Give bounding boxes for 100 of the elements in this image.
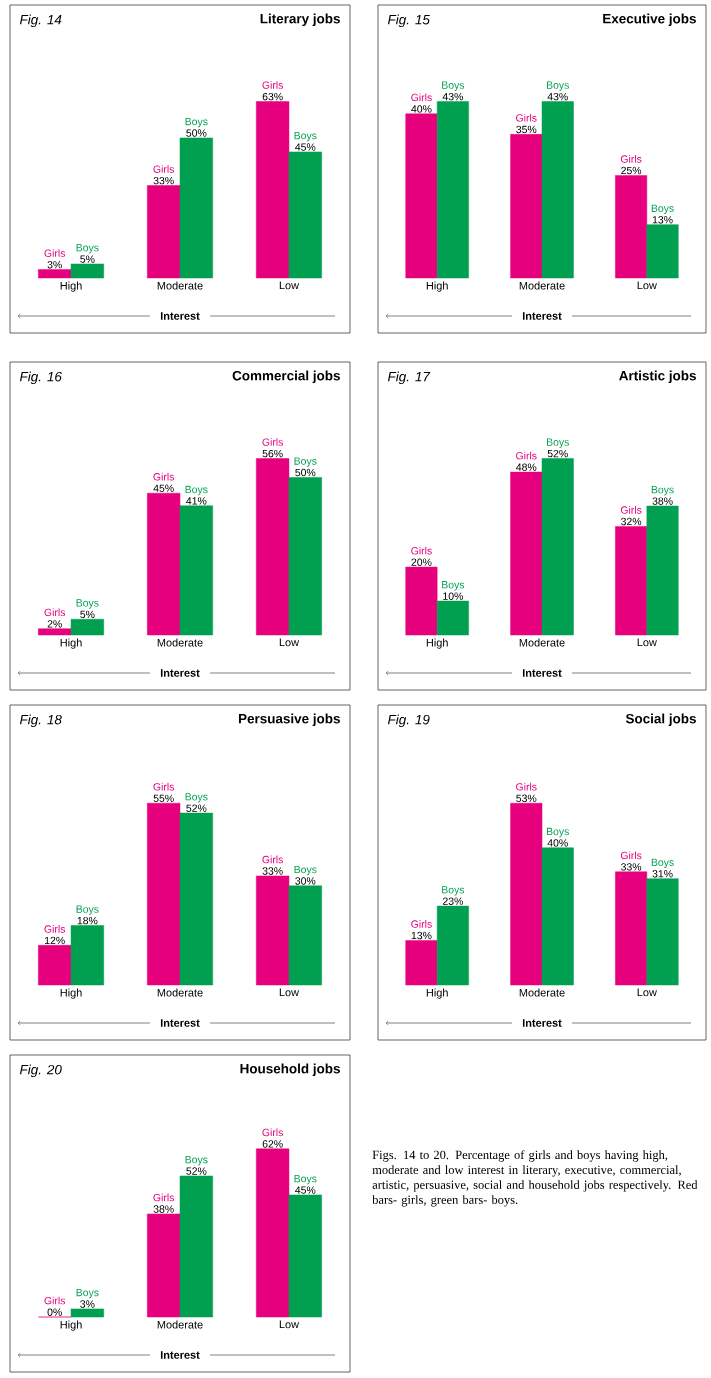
data-label: 48% xyxy=(516,463,537,471)
data-label: 38% xyxy=(153,1205,174,1213)
data-label: 43% xyxy=(442,92,463,101)
text: Boys xyxy=(294,1175,317,1185)
bar xyxy=(288,151,322,279)
x-tick-label: Moderate xyxy=(519,988,565,997)
text: Boys xyxy=(185,117,208,128)
data-label: 50% xyxy=(295,468,316,477)
bar xyxy=(38,628,72,636)
data-label: 20% xyxy=(411,558,432,566)
caption: Fig. 20 xyxy=(19,1064,62,1078)
text: Girls xyxy=(411,546,432,555)
x-axis-title: Interest xyxy=(160,1019,200,1027)
data-label: 18% xyxy=(77,916,98,925)
data-label: 55% xyxy=(153,794,174,802)
data-label: 43% xyxy=(547,92,568,101)
data-label: 13% xyxy=(411,931,432,940)
data-label: 0% xyxy=(47,1308,62,1316)
x-tick-label: High xyxy=(426,638,448,649)
series-label: Boys xyxy=(651,204,674,215)
text: Girls xyxy=(516,114,537,122)
caption: Fig. 18 xyxy=(19,714,62,728)
data-label: 38% xyxy=(652,497,673,505)
series-label: Boys xyxy=(442,581,465,591)
text: Figs. 14 to 20. Percentage of girls and boys having high, moderate and low interest in literary, executive, commercial, artistic, persuasive, social and household jobs respectively. Red bars- girls, green bars- boys. xyxy=(372,1150,698,1207)
chart-title: Artistic jobs xyxy=(619,370,696,384)
text: Girls xyxy=(153,782,175,791)
chart-title: Household jobs xyxy=(240,1063,340,1077)
data-label: 45% xyxy=(295,143,316,151)
series-label: Girls xyxy=(44,608,66,617)
data-label: 56% xyxy=(262,449,283,458)
x-axis-title: Interest xyxy=(522,312,562,320)
series-label: Girls xyxy=(620,506,642,514)
x-axis-title: Interest xyxy=(160,1351,200,1359)
text: Boys xyxy=(546,827,569,838)
x-tick-label: Moderate xyxy=(519,638,565,647)
series-label: Girls xyxy=(411,920,432,928)
bar xyxy=(288,1194,322,1318)
bar xyxy=(256,875,290,986)
bar xyxy=(147,492,181,636)
bar xyxy=(179,1175,213,1318)
chart-title: Commercial jobs xyxy=(232,370,340,384)
x-tick-label: Low xyxy=(279,988,300,997)
text: Girls xyxy=(44,249,66,257)
caption: Fig. 14 xyxy=(19,14,62,28)
series-label: Boys xyxy=(651,858,674,869)
data-label: 53% xyxy=(516,794,537,802)
text: Boys xyxy=(76,244,99,254)
x-tick-label: High xyxy=(60,1320,82,1331)
x-tick-label: High xyxy=(60,638,82,649)
x-tick-label: Low xyxy=(279,281,300,290)
text: Boys xyxy=(185,793,208,803)
series-label: Girls xyxy=(153,165,175,173)
data-label: 33% xyxy=(153,176,174,185)
text: Girls xyxy=(516,451,537,460)
bar xyxy=(646,878,679,986)
text: Boys xyxy=(442,81,465,91)
data-label: 40% xyxy=(411,105,432,113)
text: Boys xyxy=(442,886,465,896)
data-label: 45% xyxy=(295,1186,316,1194)
x-tick-label: Moderate xyxy=(519,281,565,290)
series-label: Girls xyxy=(262,1128,283,1137)
text: Boys xyxy=(294,457,317,467)
bar xyxy=(541,101,574,279)
x-tick-label: Moderate xyxy=(157,988,203,997)
bar xyxy=(646,224,679,279)
bar xyxy=(179,812,213,986)
data-label: 40% xyxy=(547,839,568,847)
data-label: 52% xyxy=(547,449,568,458)
text: Girls xyxy=(620,155,642,163)
text: Girls xyxy=(44,1296,66,1305)
x-tick-label: Moderate xyxy=(157,638,203,647)
chart-title: Executive jobs xyxy=(603,13,696,27)
text: Girls xyxy=(262,81,283,89)
data-label: 25% xyxy=(621,166,642,175)
bar xyxy=(615,175,648,279)
text: Girls xyxy=(153,472,175,481)
bar xyxy=(179,505,213,636)
bar xyxy=(436,101,469,279)
caption: Fig. 17 xyxy=(387,371,431,385)
bar xyxy=(541,847,574,986)
bar xyxy=(405,940,438,986)
data-label: 12% xyxy=(45,936,65,945)
data-label: 30% xyxy=(295,877,316,885)
data-label: 13% xyxy=(652,216,673,224)
bar xyxy=(70,925,104,986)
text: Boys xyxy=(76,599,99,609)
bar xyxy=(256,101,290,279)
x-tick-label: Low xyxy=(637,638,657,647)
chart-title: Persuasive jobs xyxy=(238,713,340,727)
x-tick-label: Low xyxy=(279,638,300,647)
x-axis-title: Interest xyxy=(522,1019,562,1027)
data-label: 31% xyxy=(652,870,673,878)
bar xyxy=(615,871,648,986)
data-label: 10% xyxy=(443,592,463,600)
bar xyxy=(256,1148,290,1318)
series-label: Boys xyxy=(185,1156,208,1166)
bar xyxy=(147,1213,181,1318)
data-label: 62% xyxy=(262,1140,283,1148)
data-label: 5% xyxy=(80,610,95,619)
